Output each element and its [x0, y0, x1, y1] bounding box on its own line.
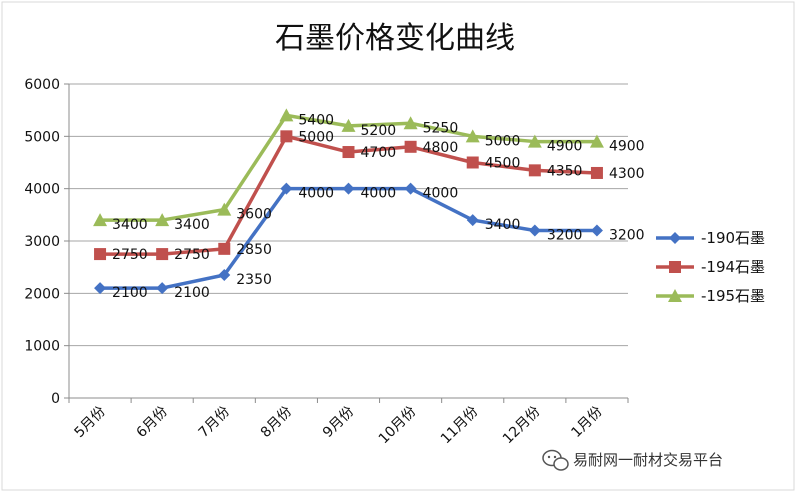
triangle-marker: [341, 118, 356, 132]
data-label: 4350: [547, 163, 583, 179]
data-label: 2100: [174, 285, 210, 301]
legend: -190石墨 -194石墨 -195石墨: [656, 229, 765, 305]
data-label: 4000: [298, 186, 334, 202]
square-marker: [94, 248, 107, 261]
legend-label: -194石墨: [701, 258, 765, 276]
y-tick-label: 6000: [24, 77, 60, 93]
data-label: 3400: [485, 217, 521, 233]
triangle-marker: [93, 213, 108, 227]
data-label: 3200: [547, 228, 583, 244]
square-marker: [528, 164, 541, 177]
data-label: 2750: [112, 247, 148, 263]
data-label: 4300: [609, 166, 645, 182]
data-label: 4700: [361, 145, 397, 161]
triangle-marker: [155, 213, 170, 227]
legend-label: -190石墨: [701, 229, 765, 247]
data-labels: 2100 2100 2350 4000 4000 4000 3400 3200 3200 2750…: [112, 112, 645, 301]
data-label: 3400: [174, 217, 210, 233]
data-label: 3200: [609, 228, 645, 244]
data-label: 3600: [236, 207, 272, 223]
triangle-marker: [527, 134, 542, 148]
triangle-marker: [217, 202, 232, 216]
square-marker: [280, 130, 293, 143]
data-label: 3400: [112, 217, 148, 233]
square-marker: [342, 146, 355, 159]
legend-item: -194石墨: [656, 258, 765, 276]
data-label: 5000: [298, 129, 334, 145]
data-label: 4500: [485, 156, 521, 172]
data-label: 5400: [298, 112, 334, 128]
chart-title: 石墨价格变化曲线: [275, 21, 515, 56]
diamond-marker: [669, 232, 681, 244]
data-label: 4000: [423, 186, 459, 202]
watermark-text: 易耐网一耐材交易平台: [573, 451, 723, 469]
legend-item: -190石墨: [656, 229, 765, 247]
data-label: 4900: [609, 139, 645, 155]
data-label: 5250: [423, 120, 459, 136]
series--195石墨: [93, 108, 604, 227]
wechat-icon: [542, 449, 569, 471]
data-label: 2750: [174, 247, 210, 263]
y-tick-label: 1000: [24, 339, 60, 355]
diamond-marker: [218, 269, 231, 282]
triangle-marker: [668, 289, 682, 302]
triangle-marker: [465, 129, 480, 143]
square-marker: [156, 248, 169, 261]
y-tick-label: 4000: [24, 182, 60, 198]
data-label: 5000: [485, 133, 521, 149]
data-label: 2850: [236, 242, 272, 258]
data-label: 4800: [423, 140, 459, 156]
y-tick-label: 2000: [24, 286, 60, 302]
diamond-marker: [94, 282, 107, 295]
diamond-marker: [590, 224, 603, 237]
legend-item: -195石墨: [656, 287, 765, 305]
diamond-marker: [156, 282, 169, 295]
square-marker: [466, 156, 479, 169]
y-tick-label: 0: [51, 391, 60, 407]
series-group: [93, 108, 604, 295]
data-label: 4900: [547, 139, 583, 155]
triangle-marker: [403, 116, 418, 130]
triangle-marker: [279, 108, 294, 122]
data-label: 4000: [361, 186, 397, 202]
data-label: 2350: [236, 272, 272, 288]
square-marker: [590, 166, 603, 179]
series--190石墨: [94, 182, 603, 295]
diamond-marker: [280, 182, 293, 195]
square-marker: [669, 261, 681, 273]
data-label: 2100: [112, 285, 148, 301]
y-tick-label: 3000: [24, 234, 60, 250]
diamond-marker: [404, 182, 417, 195]
square-marker: [218, 242, 231, 255]
triangle-marker: [589, 134, 604, 148]
diamond-marker: [466, 214, 479, 227]
series--194石墨: [94, 130, 603, 261]
square-marker: [404, 140, 417, 153]
watermark: 易耐网一耐材交易平台: [542, 449, 723, 471]
y-tick-label: 5000: [24, 129, 60, 145]
legend-label: -195石墨: [701, 287, 765, 305]
data-label: 5200: [361, 123, 397, 139]
diamond-marker: [342, 182, 355, 195]
diamond-marker: [528, 224, 541, 237]
